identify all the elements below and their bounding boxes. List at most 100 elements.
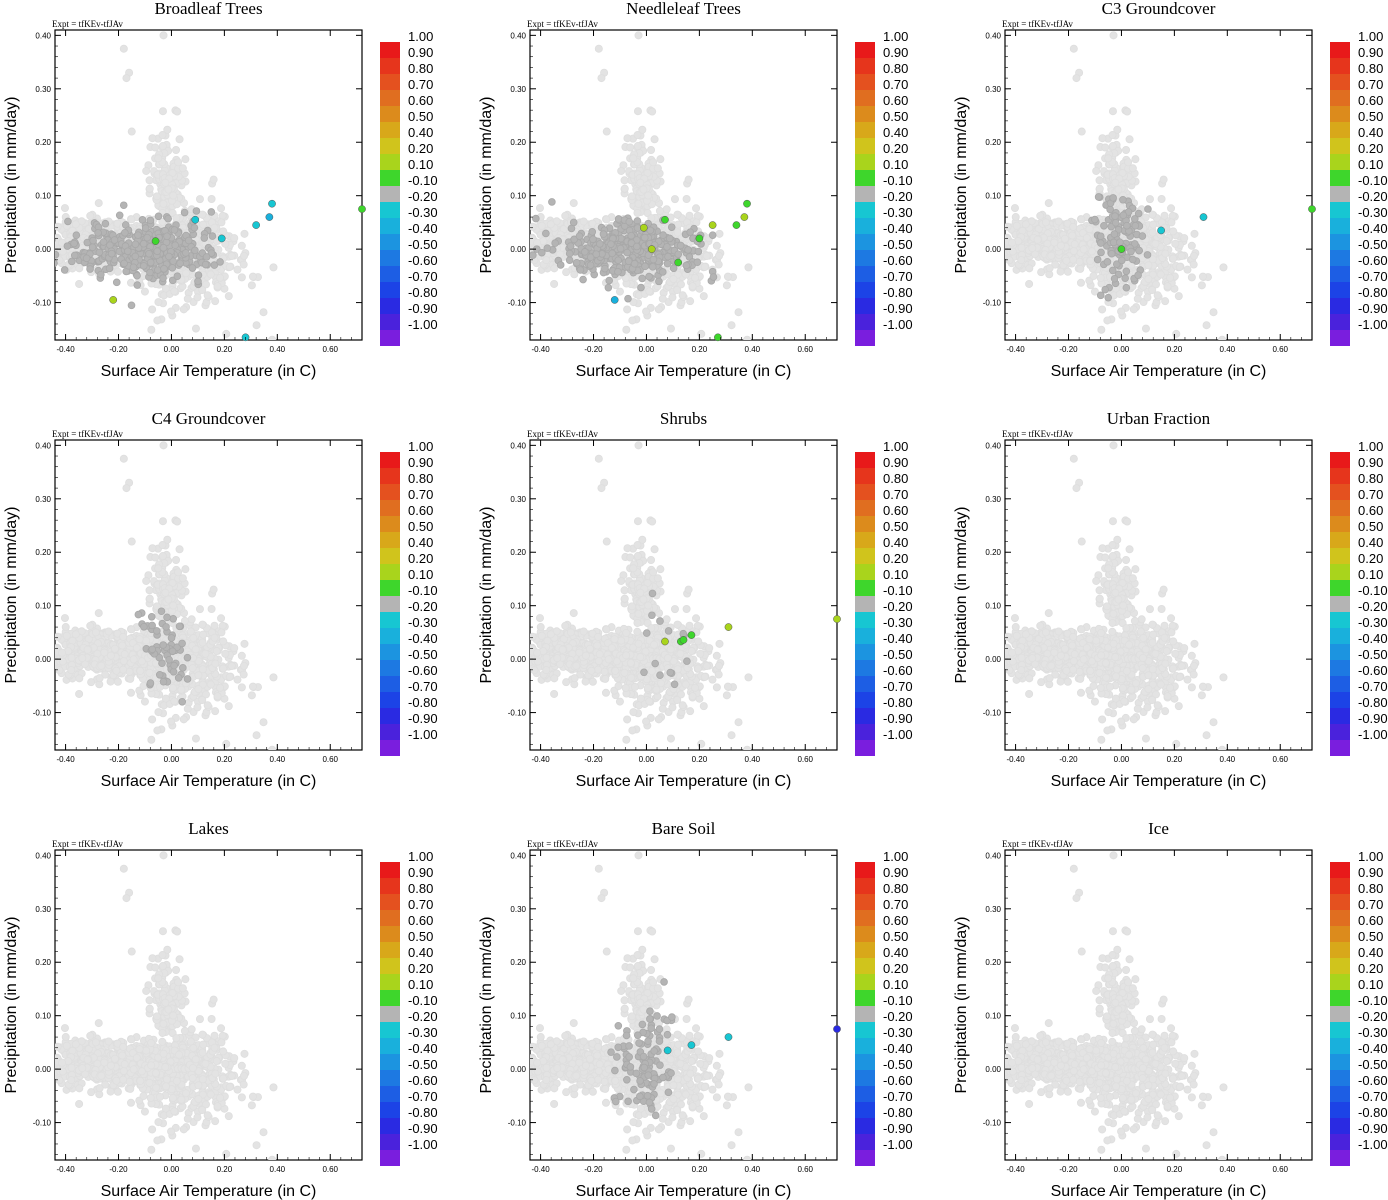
data-point-background — [715, 229, 724, 238]
data-point-background — [1098, 134, 1107, 143]
data-point-neutral — [119, 201, 128, 210]
data-point-highlight — [708, 221, 717, 229]
colorbar-swatch — [855, 202, 875, 218]
data-point-neutral — [694, 247, 703, 256]
data-point-neutral — [659, 231, 667, 239]
data-point-neutral — [586, 261, 595, 269]
data-point-background — [148, 305, 157, 314]
data-point-background — [715, 251, 724, 260]
data-point-neutral — [624, 294, 632, 303]
data-point-background — [673, 286, 682, 295]
data-point-background — [181, 269, 190, 278]
data-point-background — [699, 292, 708, 301]
data-point-neutral — [575, 232, 584, 240]
colorbar-swatch — [380, 202, 400, 218]
data-point-background — [1144, 275, 1153, 284]
colorbar-swatch — [855, 138, 875, 154]
data-point-background — [178, 164, 187, 173]
data-point-background — [1076, 264, 1085, 273]
data-point-neutral — [99, 238, 108, 246]
data-point-background — [628, 316, 637, 325]
data-point-neutral — [207, 208, 216, 216]
colorbar-swatch — [380, 218, 400, 234]
data-point-background — [633, 107, 642, 116]
data-point-background — [1156, 270, 1165, 279]
colorbar-swatch — [855, 42, 875, 58]
data-point-background — [206, 270, 215, 279]
data-point-highlight — [217, 234, 226, 243]
colorbar-label: -0.30 — [883, 205, 913, 220]
colorbar-label: -0.60 — [883, 253, 913, 268]
data-point-neutral — [70, 239, 78, 248]
data-point-neutral — [709, 273, 718, 281]
data-point-background — [639, 185, 648, 194]
data-point-neutral — [572, 258, 581, 267]
data-point-background — [213, 282, 222, 291]
data-point-background — [154, 298, 163, 307]
colorbar-label: 0.50 — [883, 109, 908, 124]
data-point-background — [602, 215, 611, 224]
data-point-background — [615, 287, 624, 296]
colorbar-swatch — [855, 74, 875, 90]
data-point-background — [1122, 146, 1131, 155]
data-point-neutral — [115, 211, 124, 220]
data-point-background — [195, 195, 204, 204]
panel-title: Needleleaf Trees — [626, 0, 741, 18]
data-point-background — [620, 176, 629, 185]
data-point-background — [248, 272, 257, 281]
data-point-background — [1209, 308, 1218, 317]
data-point-background — [201, 280, 210, 289]
data-point-neutral — [708, 231, 717, 239]
data-point-neutral — [112, 278, 121, 287]
data-point-background — [622, 325, 631, 334]
data-point-background — [1012, 221, 1021, 230]
y-tick-label: -0.10 — [508, 299, 527, 308]
data-point-neutral — [632, 242, 641, 251]
data-point-background — [1167, 204, 1176, 213]
data-point-neutral — [140, 262, 148, 270]
data-point-neutral — [105, 264, 114, 273]
data-point-neutral — [131, 240, 140, 249]
data-point-background — [644, 191, 653, 200]
data-point-background — [169, 191, 178, 200]
data-point-background — [153, 316, 162, 325]
data-point-neutral — [649, 255, 658, 264]
colorbar-label: -0.90 — [408, 301, 438, 316]
data-point-background — [1133, 294, 1142, 303]
data-point-background — [1148, 228, 1157, 237]
x-tick-label: 0.00 — [164, 345, 180, 354]
data-point-neutral — [55, 237, 56, 242]
data-point-background — [1169, 227, 1178, 236]
data-point-background — [175, 135, 184, 144]
colorbar-label: -0.40 — [408, 221, 438, 236]
data-point-neutral — [129, 263, 138, 272]
data-point-background — [744, 263, 753, 272]
data-point-background — [734, 308, 743, 317]
data-point-background — [579, 217, 588, 226]
x-tick-label: 0.40 — [270, 345, 286, 354]
data-point-background — [623, 134, 632, 143]
data-point-background — [193, 293, 202, 302]
data-point-background — [647, 146, 656, 155]
data-point-neutral — [599, 230, 608, 238]
data-point-background — [702, 251, 711, 260]
data-point-background — [154, 154, 163, 163]
data-point-neutral — [542, 229, 550, 238]
data-point-neutral — [548, 198, 556, 206]
colorbar-swatch — [855, 250, 875, 266]
y-tick-label: 0.20 — [510, 138, 526, 147]
colorbar-label: 1.00 — [408, 29, 433, 44]
data-point-background — [159, 31, 168, 40]
x-tick-label: 0.20 — [692, 345, 708, 354]
data-point-neutral — [532, 214, 540, 223]
data-point-background — [71, 220, 80, 229]
data-point-background — [645, 287, 654, 296]
colorbar-label: 0.80 — [883, 61, 908, 76]
data-point-background — [569, 199, 578, 208]
data-point-neutral — [607, 240, 615, 248]
data-point-background — [723, 272, 732, 281]
colorbar-label: 0.40 — [883, 125, 908, 140]
data-point-neutral — [120, 259, 128, 268]
data-point-background — [673, 228, 682, 237]
